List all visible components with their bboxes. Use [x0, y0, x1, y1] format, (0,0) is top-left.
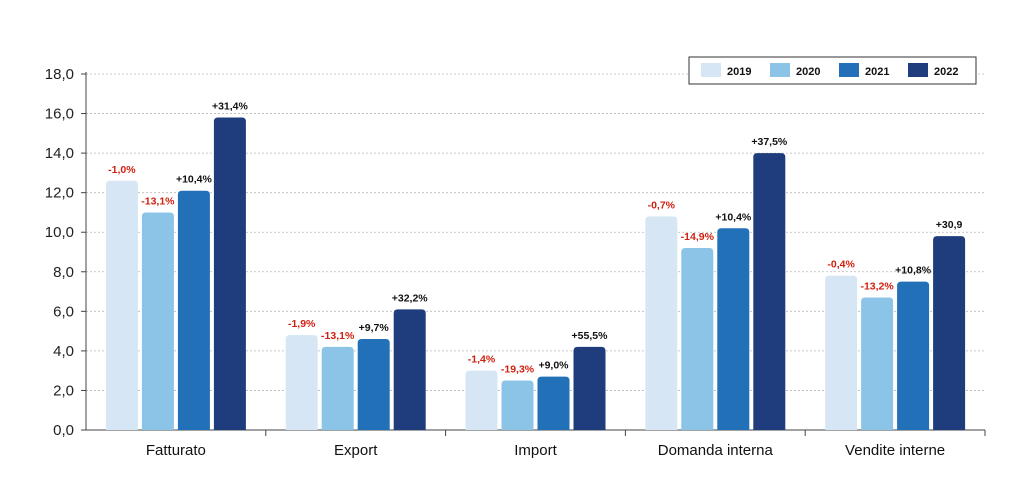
bar	[393, 309, 426, 430]
bar-data-label: -1,9%	[288, 318, 316, 330]
bar-data-label: +10,8%	[895, 265, 932, 277]
legend: 2019 2020 2021 2022	[688, 56, 977, 85]
legend-label: 2022	[934, 66, 958, 78]
bar-data-label: -1,0%	[108, 164, 136, 176]
legend-swatch	[908, 63, 928, 77]
bar	[573, 346, 606, 430]
bar-data-label: +9,0%	[538, 360, 569, 372]
bar-data-label: +10,4%	[176, 174, 213, 186]
bar	[177, 190, 210, 430]
bar-data-label: -19,3%	[501, 364, 535, 376]
bar	[753, 153, 786, 430]
legend-swatch	[701, 63, 721, 77]
bar-data-label: -14,9%	[681, 231, 715, 243]
bar-data-label: -0,4%	[827, 259, 855, 271]
bar	[213, 117, 246, 430]
x-category-label: Import	[514, 442, 557, 459]
bar	[501, 380, 534, 430]
y-tick-label: 12,0	[45, 185, 74, 202]
bar	[645, 216, 678, 430]
data-labels: -1,0%-13,1%+10,4%+31,4%-1,9%-13,1%+9,7%+…	[108, 101, 962, 376]
legend-label: 2020	[796, 66, 820, 78]
bar-data-label: -13,1%	[141, 195, 175, 207]
bar	[105, 180, 138, 430]
bar-data-label: +10,4%	[715, 211, 752, 223]
legend-swatch	[839, 63, 859, 77]
bar	[933, 236, 966, 430]
y-tick-label: 18,0	[45, 66, 74, 83]
legend-label: 2021	[865, 66, 889, 78]
legend-swatch	[770, 63, 790, 77]
bar	[357, 339, 390, 430]
bar	[321, 346, 354, 430]
bar-data-label: -1,4%	[468, 354, 496, 366]
bar	[861, 297, 894, 430]
y-tick-label: 8,0	[53, 264, 74, 281]
axes: 0,0 2,0 4,0 6,0 8,0 10,0 12,0 14,0 16,0 18,0 Fattu…	[45, 66, 986, 459]
bar	[897, 281, 930, 430]
bar	[681, 248, 714, 430]
bar	[285, 335, 318, 430]
y-tick-label: 14,0	[45, 145, 74, 162]
bar	[141, 212, 174, 430]
bar-data-label: -13,1%	[321, 330, 355, 342]
y-tick-label: 10,0	[45, 224, 74, 241]
bar-data-label: +32,2%	[392, 292, 429, 304]
legend-label: 2019	[727, 66, 751, 78]
bar	[537, 376, 570, 430]
x-category-label: Export	[334, 442, 378, 459]
bar	[825, 275, 858, 430]
x-category-label: Fatturato	[146, 442, 206, 459]
y-tick-label: 2,0	[53, 382, 74, 399]
bar-data-label: +9,7%	[359, 322, 390, 334]
legend-box	[688, 56, 977, 85]
bar-data-label: -0,7%	[648, 199, 676, 211]
y-tick-label: 16,0	[45, 106, 74, 123]
bar	[717, 228, 750, 430]
y-tick-label: 6,0	[53, 303, 74, 320]
x-category-label: Vendite interne	[845, 442, 945, 459]
bar-data-label: +30,9	[936, 219, 963, 231]
bar-data-label: -13,2%	[860, 280, 894, 292]
bars	[105, 117, 966, 430]
bar-data-label: +31,4%	[212, 101, 249, 113]
x-category-label: Domanda interna	[658, 442, 774, 459]
bar-data-label: +55,5%	[572, 330, 609, 342]
bar	[465, 370, 498, 430]
bar-data-label: +37,5%	[751, 136, 788, 148]
y-tick-label: 4,0	[53, 343, 74, 360]
y-tick-label: 0,0	[53, 422, 74, 439]
